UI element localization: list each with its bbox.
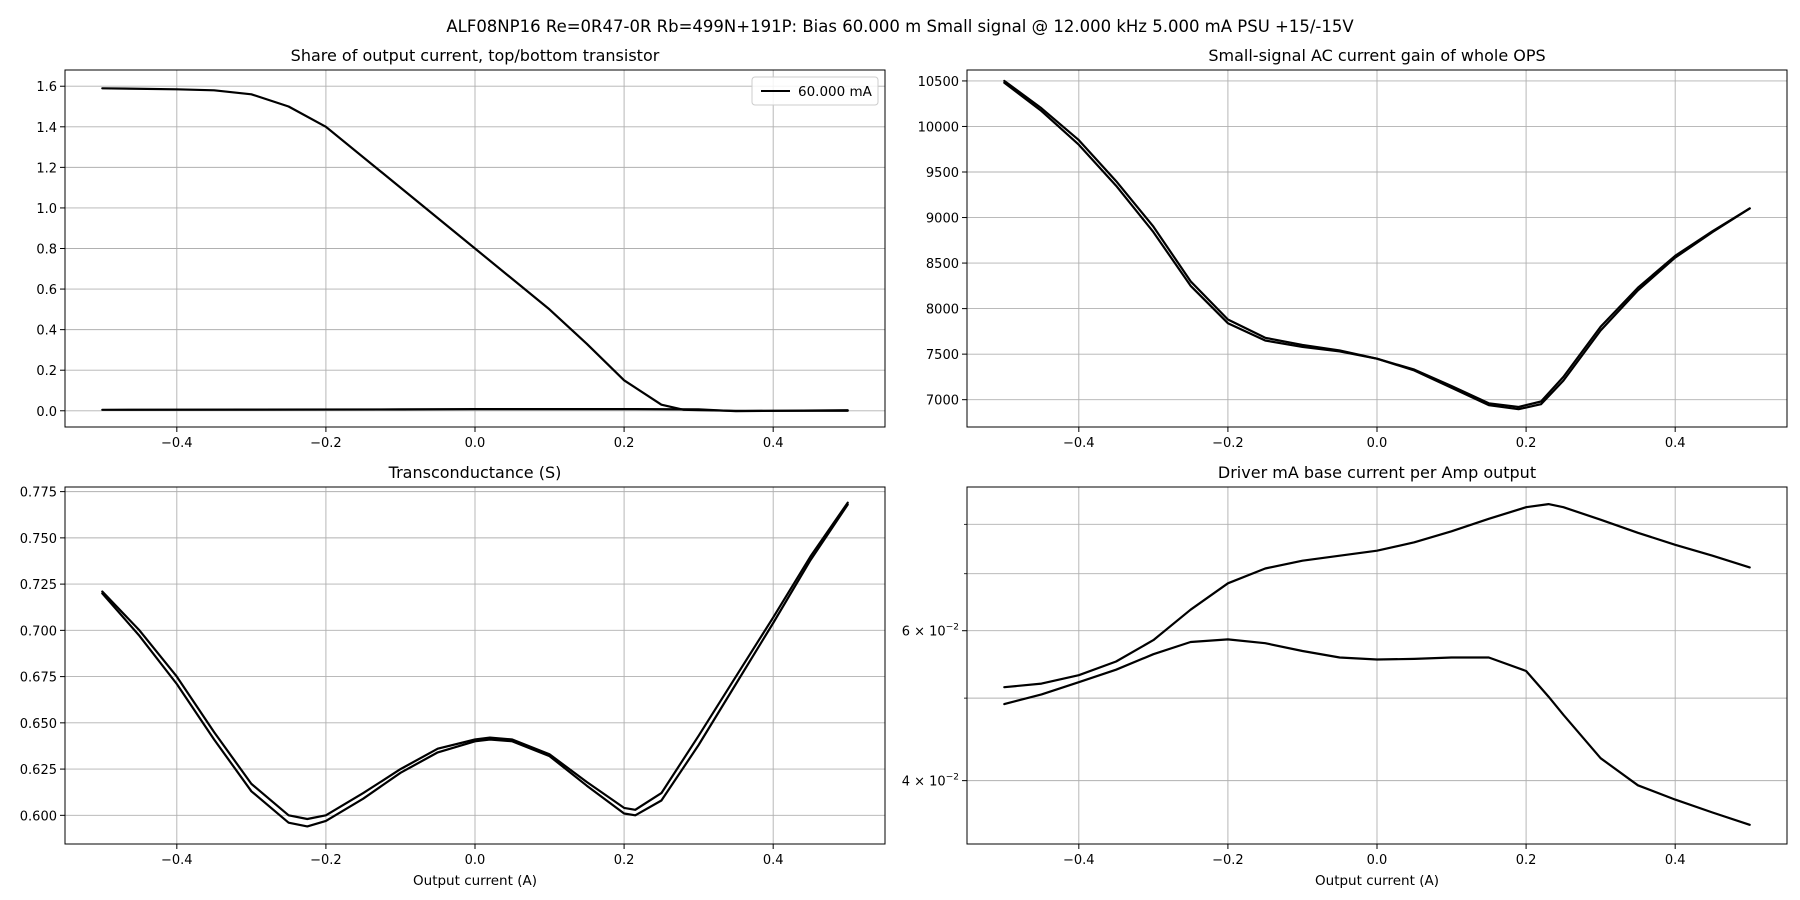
y-tick-label-7: 1.4	[36, 121, 57, 136]
y-tick-label-7: 10500	[918, 75, 959, 90]
x-axis-label: Output current (A)	[1315, 873, 1439, 889]
series-line-1	[101, 501, 849, 821]
x-tick-label-3: 0.2	[614, 853, 635, 868]
y-tick-label-0: 7000	[926, 394, 959, 409]
y-tick-label-6: 0.750	[20, 532, 57, 547]
y-tick-exponent: −2	[946, 623, 959, 633]
y-tick-label-1: 7500	[926, 348, 959, 363]
y-tick-mantissa: 4 × 10	[902, 775, 946, 790]
y-tick-label-1: 6 × 10−2	[902, 623, 959, 640]
y-tick-label-5: 0.725	[20, 578, 57, 593]
y-tick-label-0: 0.600	[20, 809, 57, 824]
x-tick-label-0: −0.4	[1063, 436, 1095, 451]
x-tick-label-0: −0.4	[161, 853, 193, 868]
y-tick-label-5: 1.0	[36, 202, 57, 217]
y-tick-label-7: 0.775	[20, 486, 57, 501]
series-line-1	[1003, 503, 1751, 689]
subplot-4: −0.4 −0.2 0.0 0.2 0.44 × 10−26 × 10−2Driver …	[902, 463, 1788, 889]
x-axis-label: Output current (A)	[413, 873, 537, 889]
subplot-title: Small-signal AC current gain of whole OP…	[1208, 46, 1545, 65]
subplot-title: Share of output current, top/bottom tran…	[291, 46, 660, 65]
x-tick-label-1: −0.2	[1212, 436, 1244, 451]
y-tick-label-1: 0.2	[36, 364, 57, 379]
subplot-grid: −0.4 −0.2 0.0 0.2 0.4 0.0 0.2 0.4 0.6 0.8 1.0 1.2 1.…	[20, 46, 1788, 889]
y-tick-label-3: 8500	[926, 257, 959, 272]
y-tick-label-2: 0.4	[36, 324, 57, 339]
series-line-2	[1003, 81, 1751, 411]
x-tick-label-2: 0.0	[465, 436, 486, 451]
x-tick-label-1: −0.2	[310, 436, 342, 451]
y-tick-label-4: 9000	[926, 212, 959, 227]
y-tick-label-4: 0.8	[36, 243, 57, 258]
y-tick-label-8: 1.6	[36, 80, 57, 95]
figure-suptitle: ALF08NP16 Re=0R47-0R Rb=499N+191P: Bias …	[446, 17, 1354, 36]
y-tick-label-2: 0.650	[20, 717, 57, 732]
subplot-title: Transconductance (S)	[388, 463, 562, 482]
x-tick-label-1: −0.2	[310, 853, 342, 868]
x-tick-label-4: 0.4	[1665, 853, 1686, 868]
y-tick-mantissa: 6 × 10	[902, 625, 946, 640]
y-tick-label-0: 4 × 10−2	[902, 773, 959, 790]
x-tick-label-2: 0.0	[1367, 436, 1388, 451]
y-tick-label-0: 0.0	[36, 405, 57, 420]
x-tick-label-4: 0.4	[763, 436, 784, 451]
y-tick-label-3: 0.675	[20, 671, 57, 686]
subplot-title: Driver mA base current per Amp output	[1218, 463, 1536, 482]
y-tick-exponent: −2	[946, 773, 959, 783]
y-tick-label-1: 0.625	[20, 763, 57, 778]
series-line-2	[101, 408, 849, 413]
legend: 60.000 mA	[751, 76, 879, 106]
series-line-2	[1003, 638, 1751, 826]
x-tick-label-3: 0.2	[1516, 853, 1537, 868]
y-tick-label-4: 0.700	[20, 624, 57, 639]
x-tick-label-0: −0.4	[1063, 853, 1095, 868]
y-tick-label-6: 10000	[918, 120, 959, 135]
x-tick-label-2: 0.0	[1367, 853, 1388, 868]
legend-frame	[751, 76, 879, 106]
series-line-2	[101, 503, 849, 828]
x-tick-label-0: −0.4	[161, 436, 193, 451]
legend-entry-0: 60.000 mA	[798, 84, 873, 100]
x-tick-label-4: 0.4	[763, 853, 784, 868]
x-tick-label-1: −0.2	[1212, 853, 1244, 868]
y-tick-label-5: 9500	[926, 166, 959, 181]
y-tick-label-6: 1.2	[36, 161, 57, 176]
x-tick-label-3: 0.2	[614, 436, 635, 451]
y-tick-label-3: 0.6	[36, 283, 57, 298]
subplot-1: −0.4 −0.2 0.0 0.2 0.4 0.0 0.2 0.4 0.6 0.8 1.0 1.2 1.…	[36, 46, 886, 451]
x-tick-label-4: 0.4	[1665, 436, 1686, 451]
y-tick-label-2: 8000	[926, 303, 959, 318]
x-tick-label-3: 0.2	[1516, 436, 1537, 451]
x-tick-label-2: 0.0	[465, 853, 486, 868]
subplot-2: −0.4 −0.2 0.0 0.2 0.4 7000 7500 8000 8500 9000 950…	[918, 46, 1788, 451]
subplot-3: −0.4 −0.2 0.0 0.2 0.4 0.600 0.625 0.650 0.675 0.7…	[20, 463, 886, 889]
